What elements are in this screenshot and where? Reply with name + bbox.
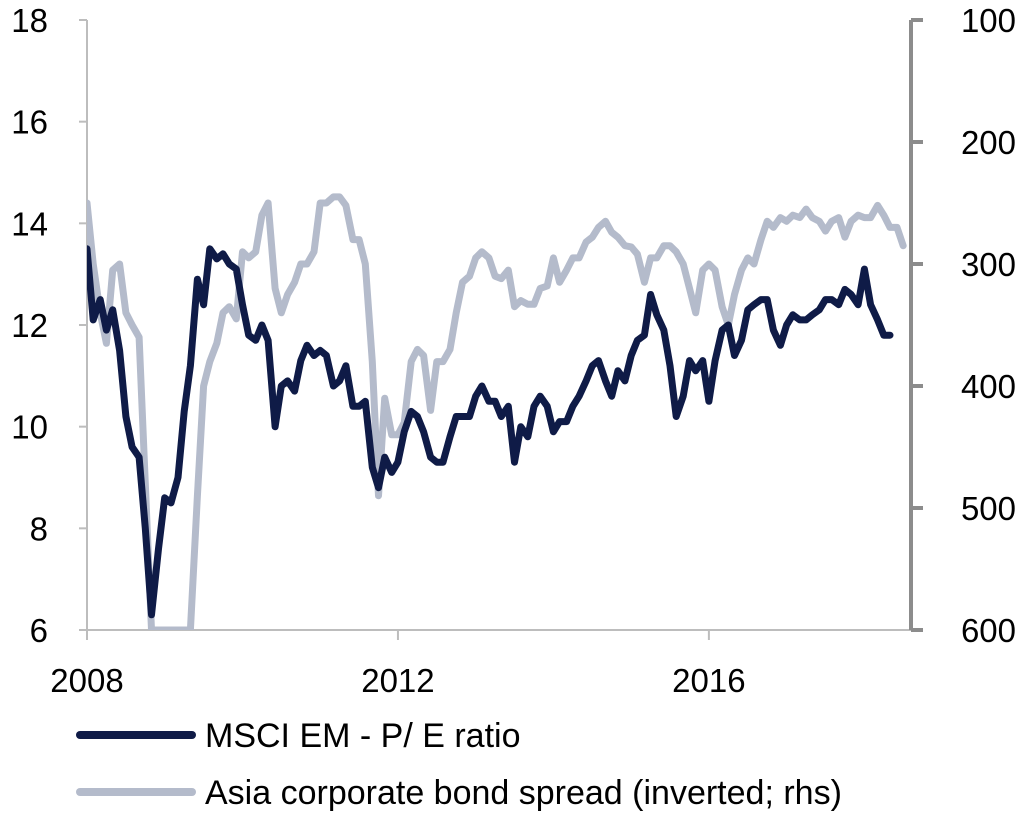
left-y-tick-label: 8 <box>30 510 48 547</box>
right-y-tick-label: 500 <box>961 490 1016 527</box>
left-y-tick-label: 16 <box>11 104 48 141</box>
left-y-tick-label: 10 <box>11 409 48 446</box>
right-y-tick-label: 300 <box>961 246 1016 283</box>
legend-label: Asia corporate bond spread (inverted; rh… <box>205 774 842 812</box>
right-y-tick-label: 600 <box>961 612 1016 649</box>
right-y-tick-label: 100 <box>961 2 1016 39</box>
left-y-tick-label: 18 <box>11 2 48 39</box>
right-y-tick-label: 400 <box>961 368 1016 405</box>
left-y-tick-label: 6 <box>30 612 48 649</box>
left-y-tick-label: 12 <box>11 307 48 344</box>
x-tick-label: 2008 <box>50 662 123 699</box>
right-y-tick-label: 200 <box>961 124 1016 161</box>
legend-label: MSCI EM - P/ E ratio <box>205 717 521 755</box>
x-tick-label: 2012 <box>361 662 434 699</box>
pe-ratio-series-line <box>87 245 894 619</box>
x-tick-label: 2016 <box>672 662 745 699</box>
bond-spread-series-line <box>87 193 907 630</box>
left-y-tick-label: 14 <box>11 205 48 242</box>
